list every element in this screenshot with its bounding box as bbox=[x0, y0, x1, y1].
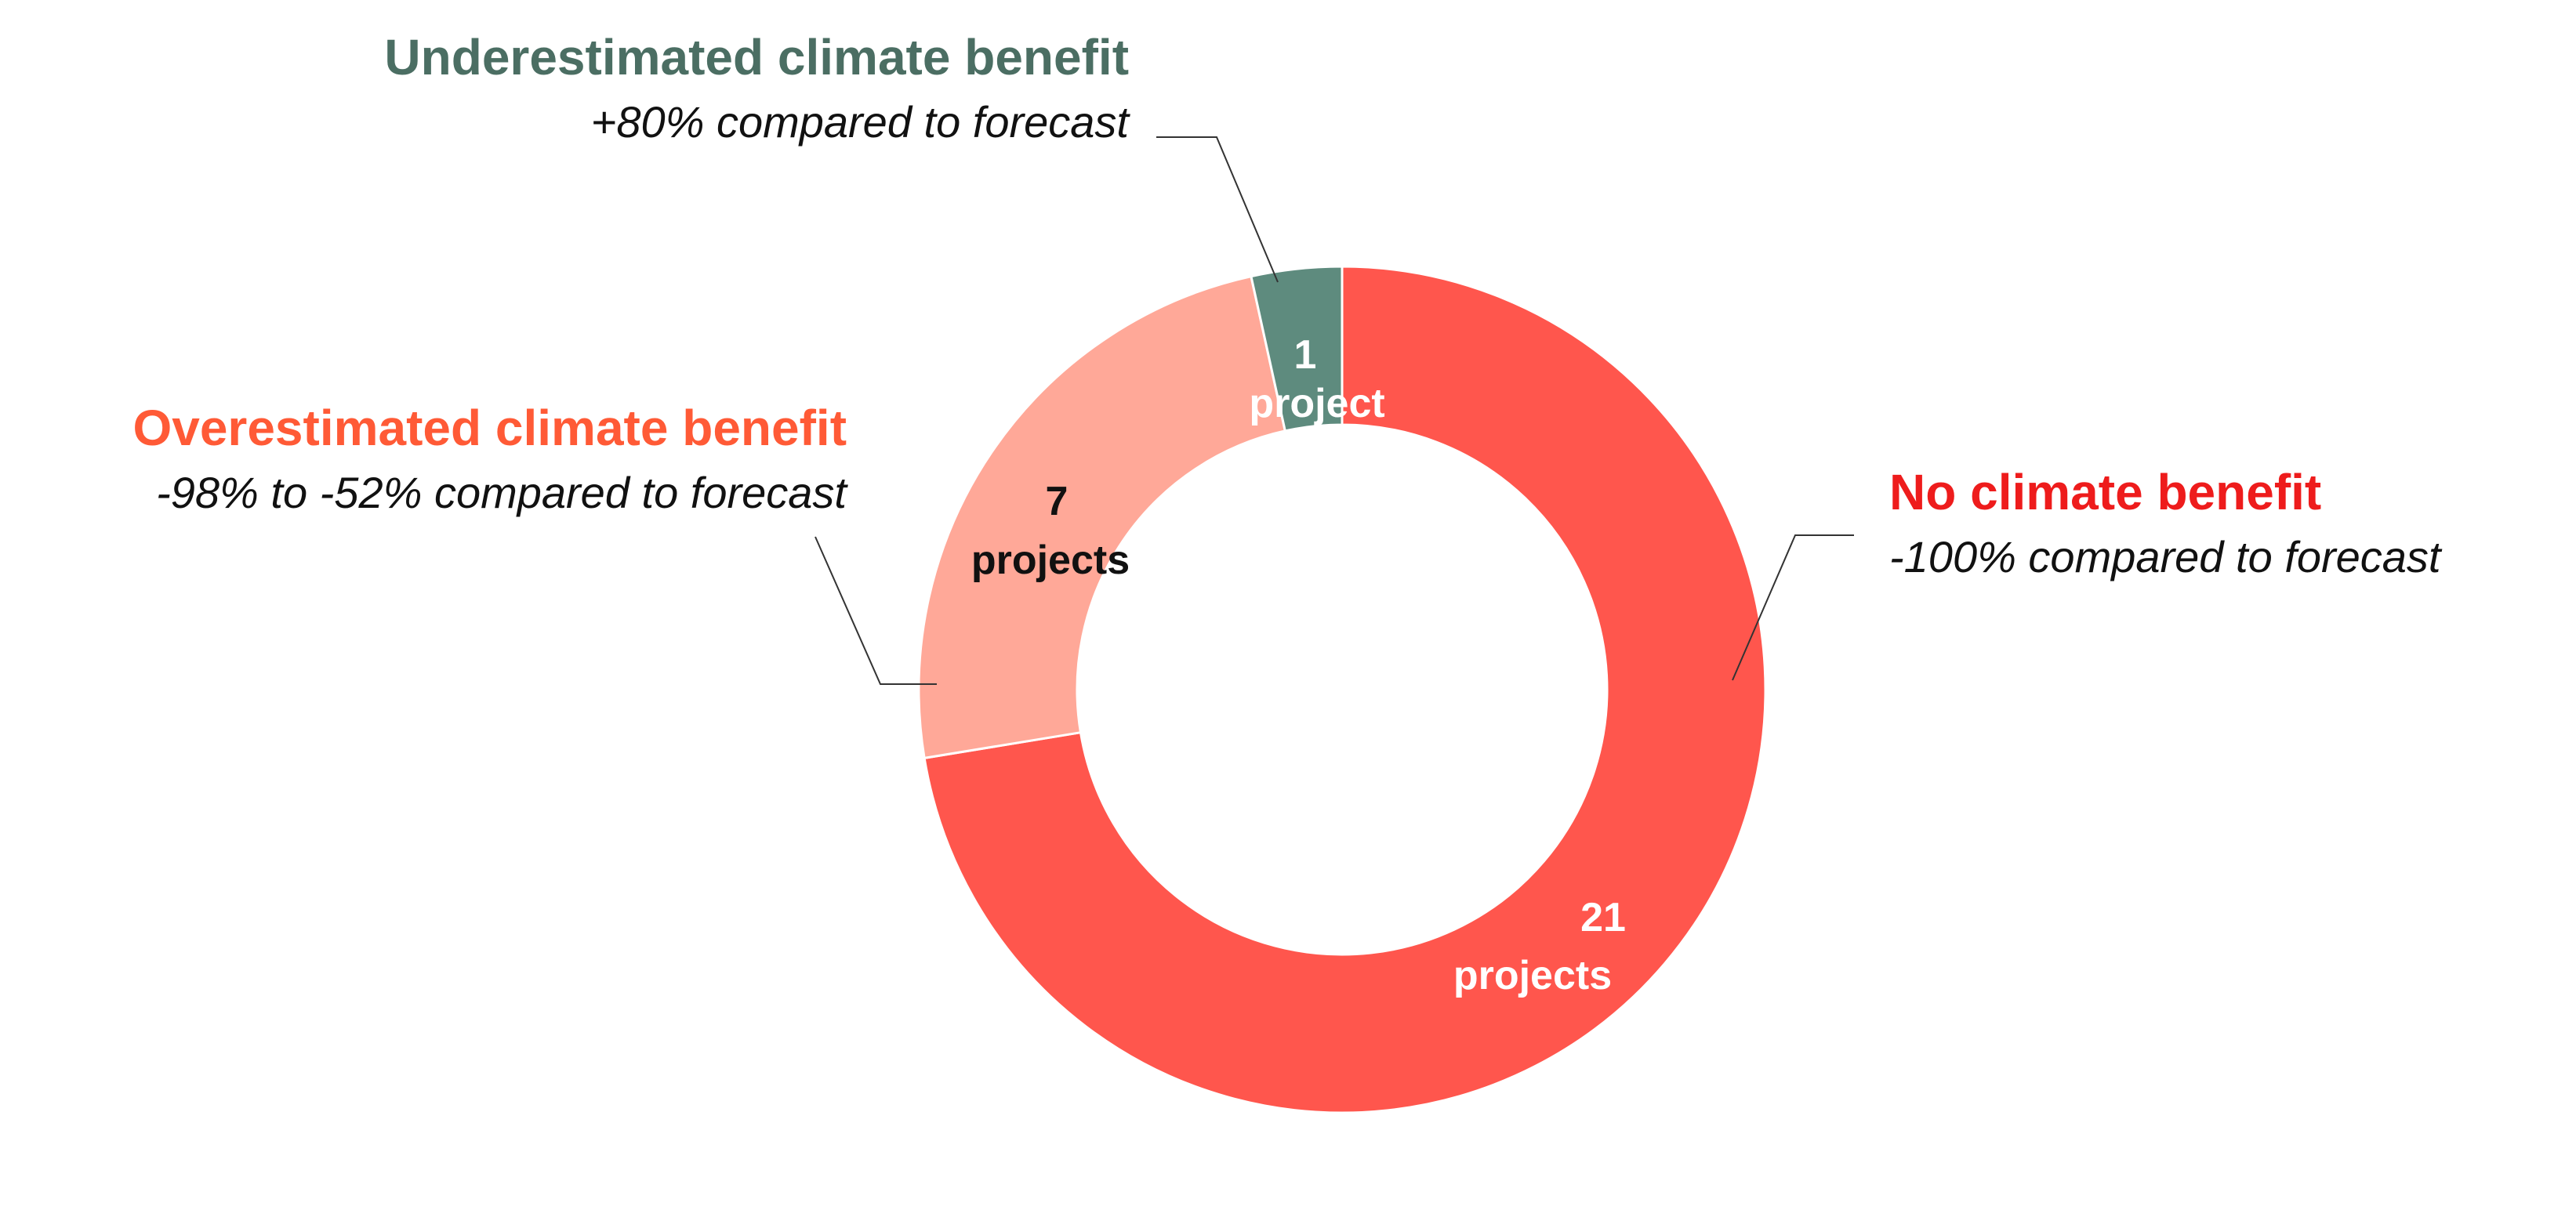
value-label-no-benefit: 21 projects bbox=[1453, 895, 1626, 998]
value-label-underestimated: 1 project bbox=[1249, 332, 1384, 426]
value-label-unit: project bbox=[1249, 381, 1384, 426]
annotation-subtitle-no-benefit: -100% compared to forecast bbox=[1889, 532, 2443, 581]
value-label-count: 7 bbox=[1046, 479, 1068, 524]
value-label-overestimated: 7 projects bbox=[971, 479, 1130, 583]
leader-lines bbox=[815, 136, 1854, 685]
leader-line-overestimated bbox=[815, 536, 937, 685]
donut-slices bbox=[917, 265, 1767, 1114]
annotation-subtitle-underestimated: +80% compared to forecast bbox=[591, 97, 1131, 147]
value-label-count: 21 bbox=[1580, 895, 1626, 940]
leader-line-underestimated bbox=[1156, 136, 1279, 283]
slice-underestimated bbox=[1250, 265, 1344, 433]
slice-overestimated bbox=[917, 274, 1287, 760]
annotation-title-no-benefit: No climate benefit bbox=[1889, 464, 2321, 520]
annotation-title-underestimated: Underestimated climate benefit bbox=[384, 29, 1129, 85]
annotation-title-overestimated: Overestimated climate benefit bbox=[132, 400, 847, 456]
value-label-unit: projects bbox=[1453, 953, 1612, 998]
slice-no-benefit bbox=[923, 265, 1767, 1114]
annotation-subtitle-overestimated: -98% to -52% compared to forecast bbox=[156, 468, 848, 517]
value-label-count: 1 bbox=[1294, 332, 1317, 378]
leader-line-no-benefit bbox=[1732, 534, 1854, 681]
value-label-unit: projects bbox=[971, 538, 1130, 583]
